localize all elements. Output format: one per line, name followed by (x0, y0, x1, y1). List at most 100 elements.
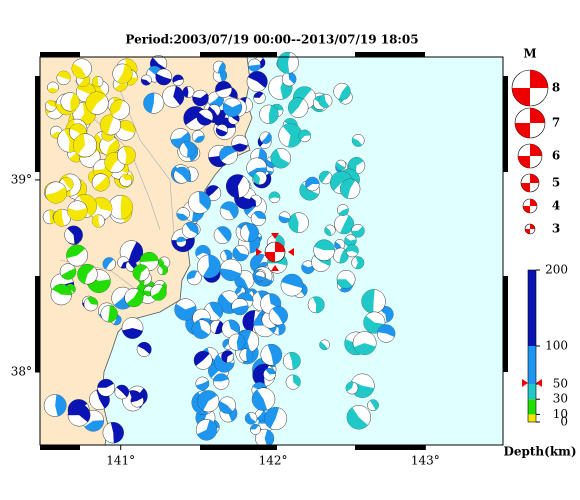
beachball-quadrant (110, 422, 124, 444)
beachball-quadrant (272, 306, 288, 324)
beachball-quadrant (92, 214, 101, 228)
beachball-quadrant (319, 170, 330, 183)
beachball-quadrant (194, 135, 205, 143)
beachball-quadrant (102, 257, 114, 270)
beachball-quadrant (232, 247, 249, 262)
beachball-quadrant (340, 215, 354, 234)
depth-tick-label: 0 (560, 415, 568, 429)
beachball-quadrant (338, 208, 349, 216)
beachball-quadrant (213, 373, 229, 382)
beachball-quadrant (346, 407, 368, 430)
beachball-quadrant (269, 293, 281, 309)
beachball-quadrant (235, 286, 243, 295)
beachball-quadrant (223, 249, 233, 262)
beachball-quadrant (130, 394, 143, 403)
beachball-quadrant (288, 213, 299, 233)
beachball-quadrant (355, 256, 365, 269)
beachball-quadrant (46, 100, 57, 108)
x-tick-label: 143° (411, 454, 440, 468)
beachball-quadrant (122, 328, 143, 339)
beachball-quadrant (85, 91, 106, 113)
beachball-quadrant (121, 174, 132, 181)
beachball-quadrant (197, 390, 218, 411)
beachball-quadrant (93, 197, 113, 212)
beachball-quadrant (214, 354, 235, 373)
depth-tick-label: 200 (545, 263, 568, 277)
beachball-quadrant (57, 70, 71, 81)
beachball-quadrant (245, 412, 256, 425)
beachball-quadrant (116, 384, 129, 398)
beachball-quadrant (255, 274, 265, 282)
beachball-quadrant (345, 244, 359, 254)
depth-tick-label: 30 (553, 392, 568, 406)
beachball-quadrant (107, 305, 118, 323)
beachball-quadrant (78, 194, 97, 217)
beachball-quadrant (378, 306, 394, 323)
beachball-quadrant (267, 344, 282, 366)
beachball-quadrant (249, 197, 257, 207)
legend-label: 8 (552, 81, 560, 95)
beachball-quadrant (183, 141, 196, 158)
beachball-quadrant (192, 93, 209, 107)
beachball-quadrant (194, 351, 210, 366)
beachball-quadrant (265, 368, 276, 375)
beachball-quadrant (261, 132, 272, 144)
beachball-quadrant (340, 178, 356, 199)
beachball-quadrant (67, 404, 91, 423)
beachball-quadrant (248, 64, 261, 72)
beachball-quadrant (47, 87, 58, 93)
beachball-quadrant (226, 174, 244, 198)
beachball-quadrant (281, 274, 303, 289)
color-band (528, 399, 536, 415)
beachball-quadrant (132, 264, 148, 281)
color-band (528, 384, 536, 400)
depth-tick-label: 10 (553, 407, 568, 421)
beachball-quadrant (151, 285, 167, 301)
magnitude-legend: M 8 7 6 5 4 3 (511, 47, 560, 236)
beachball-quadrant (53, 209, 65, 227)
beachball-quadrant (305, 177, 320, 189)
beachball-quadrant (84, 420, 104, 432)
beachball-quadrant (246, 348, 253, 362)
beachball-quadrant (217, 61, 226, 74)
beachball-quadrant (67, 207, 88, 221)
beachball-quadrant (195, 245, 211, 257)
beachball-quadrant (247, 71, 268, 88)
depth-tick-label: 100 (545, 339, 568, 353)
beachball-quadrant (288, 352, 301, 370)
beachball-quadrant (242, 310, 256, 333)
beachball-quadrant (253, 172, 261, 185)
beachball-quadrant (205, 185, 219, 198)
beachball-quadrant (176, 236, 187, 243)
beachball-quadrant (268, 191, 281, 200)
beachball-quadrant (70, 93, 80, 112)
x-tick-label: 142° (259, 454, 288, 468)
beachball-quadrant (298, 129, 311, 141)
legend-ball-quadrant (525, 224, 535, 234)
beachball-quadrant (87, 297, 98, 305)
beachball-quadrant (292, 374, 301, 387)
beachball-quadrant (377, 324, 396, 338)
beachball-quadrant (216, 127, 228, 137)
y-tick-label: 38° (11, 365, 32, 379)
beachball-quadrant (245, 223, 259, 242)
beachball-quadrant (124, 77, 138, 86)
beachball-quadrant (330, 171, 353, 191)
beachball-quadrant (77, 264, 95, 284)
beachball-quadrant (66, 244, 86, 259)
legend-title: M (523, 47, 536, 61)
beachball-quadrant (215, 81, 232, 93)
beachball-quadrant (253, 211, 266, 220)
beachball-quadrant (250, 424, 259, 430)
beachball-quadrant (353, 343, 376, 355)
color-band (528, 346, 536, 384)
beachball-quadrant (278, 215, 291, 223)
beachball-quadrant (250, 254, 265, 274)
beachball-quadrant (155, 73, 172, 86)
beachball-quadrant (127, 241, 143, 264)
beachball-quadrant (209, 302, 223, 319)
beachball-quadrant (252, 364, 270, 387)
color-band (528, 270, 536, 346)
beachball-quadrant (336, 279, 353, 289)
